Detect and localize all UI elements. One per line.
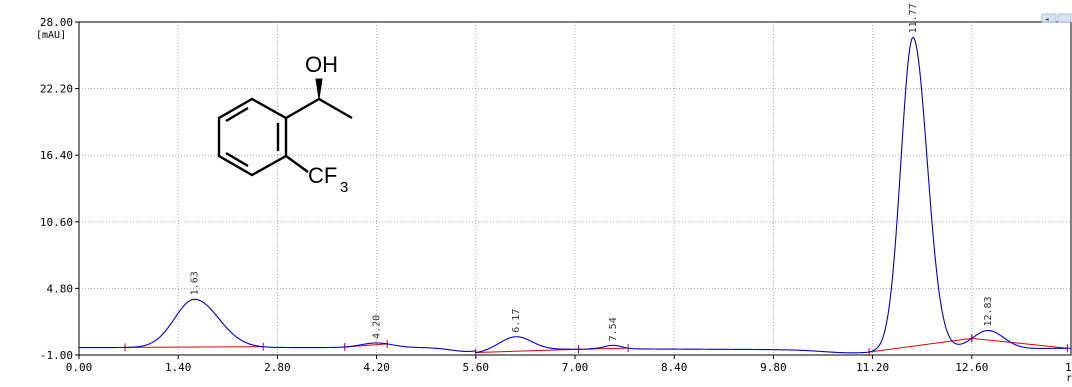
x-tick-label-partial: 1 [1065, 361, 1072, 374]
molecule-structure [217, 78, 353, 177]
bond-cf3 [285, 155, 309, 173]
y-tick-label: 16.40 [40, 149, 73, 162]
scroll-right-button[interactable] [1057, 13, 1072, 23]
peak-label: 1.63 [189, 271, 200, 295]
peak-label: 12.83 [983, 296, 994, 326]
y-unit-label: [mAU] [36, 30, 66, 41]
x-tick-label: 4.20 [363, 361, 390, 374]
baseline-segment [971, 337, 1068, 349]
cf3-subscript: 3 [340, 179, 348, 196]
y-tick-label: 10.60 [40, 216, 73, 229]
peak-label: 7.54 [608, 317, 619, 341]
grid [79, 22, 1071, 355]
wedge-bond-oh [315, 78, 323, 100]
x-tick-label: 5.60 [463, 361, 490, 374]
peak-label: 4.20 [372, 315, 383, 339]
x-tick-label: 1.40 [165, 361, 192, 374]
y-tick-label: 28.00 [40, 16, 73, 29]
cf3-label: CF [308, 163, 337, 188]
peak-label: 11.77 [908, 3, 919, 33]
axes: 28.00 22.20 16.40 10.60 4.80 -1.000.00 1.40 2.8… [40, 16, 988, 374]
y-tick-label: -1.00 [40, 349, 73, 362]
baseline-segment [125, 346, 264, 348]
peak-label: 6.17 [511, 309, 522, 333]
oh-label: OH [305, 52, 338, 77]
x-tick-label: 12.60 [955, 361, 988, 374]
baseline-segment [868, 337, 972, 353]
x-tick-label: 2.80 [264, 361, 291, 374]
bond-methyl [318, 97, 353, 120]
x-tick-label: 9.80 [760, 361, 787, 374]
bond-ring-carbinol [285, 97, 320, 120]
x-tick-label: 11.20 [856, 361, 889, 374]
plot-frame [78, 21, 1072, 356]
aromatic-bond-inner-1 [225, 106, 249, 123]
aromatic-bond-inner-2 [225, 151, 249, 168]
x-unit-label-partial: r [1066, 373, 1072, 382]
x-tick-label: 0.00 [66, 361, 93, 374]
scroll-left-icon: ◄ [1045, 16, 1049, 23]
x-tick-label: 7.00 [562, 361, 589, 374]
x-tick-label: 8.40 [661, 361, 688, 374]
peak-labels: 1.63 4.20 6.17 7.54 11.77 12.83 [189, 3, 994, 341]
baseline-segment [475, 348, 579, 354]
y-tick-label: 4.80 [47, 282, 74, 295]
chromatogram-trace [79, 36, 1071, 354]
scroll-left-button[interactable]: ◄ [1041, 13, 1057, 23]
y-tick-label: 22.20 [40, 83, 73, 96]
